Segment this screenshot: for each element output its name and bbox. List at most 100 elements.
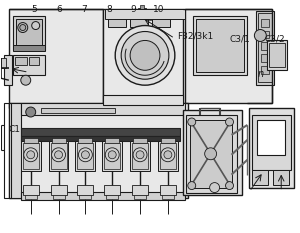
- Circle shape: [52, 148, 65, 162]
- Text: 9: 9: [131, 5, 137, 14]
- Bar: [162, 195, 174, 199]
- Bar: [21, 141, 41, 171]
- Bar: [196, 19, 244, 72]
- Bar: [186, 115, 238, 192]
- Bar: [154, 11, 168, 15]
- Bar: [269, 43, 285, 67]
- Bar: [261, 54, 269, 62]
- Text: F32/3k1: F32/3k1: [177, 32, 213, 41]
- Bar: [183, 110, 242, 195]
- Text: C1: C1: [8, 125, 20, 134]
- Bar: [51, 143, 67, 169]
- Bar: [108, 13, 126, 27]
- Circle shape: [161, 148, 175, 162]
- Bar: [185, 9, 272, 103]
- Bar: [249, 108, 294, 188]
- Bar: [52, 195, 64, 199]
- Bar: [130, 141, 150, 171]
- Bar: [23, 185, 39, 195]
- Bar: [29, 57, 39, 65]
- Bar: [106, 195, 118, 199]
- Bar: [158, 141, 178, 171]
- Text: n: n: [258, 69, 264, 79]
- Text: 5: 5: [32, 5, 38, 14]
- Bar: [105, 9, 185, 19]
- Bar: [132, 11, 146, 15]
- Circle shape: [24, 148, 38, 162]
- Bar: [258, 13, 272, 82]
- Bar: [51, 185, 67, 195]
- Bar: [13, 45, 45, 51]
- Circle shape: [226, 118, 233, 126]
- Bar: [160, 185, 176, 195]
- Bar: [21, 192, 185, 199]
- Circle shape: [130, 41, 160, 70]
- Circle shape: [210, 183, 220, 192]
- Bar: [252, 115, 291, 170]
- Bar: [77, 143, 93, 169]
- Bar: [78, 138, 92, 143]
- Circle shape: [108, 151, 116, 159]
- Bar: [160, 143, 176, 169]
- Bar: [103, 9, 183, 103]
- Bar: [261, 19, 269, 27]
- Bar: [102, 141, 122, 171]
- Circle shape: [20, 24, 26, 31]
- Circle shape: [133, 148, 147, 162]
- Bar: [252, 170, 268, 185]
- Bar: [261, 42, 269, 50]
- Bar: [261, 66, 269, 74]
- Bar: [4, 103, 11, 198]
- Bar: [15, 57, 27, 65]
- Bar: [110, 11, 124, 15]
- Bar: [24, 138, 38, 143]
- Bar: [80, 195, 92, 199]
- Bar: [77, 185, 93, 195]
- Bar: [152, 13, 170, 27]
- Bar: [4, 55, 12, 85]
- Text: 8: 8: [106, 5, 112, 14]
- Bar: [133, 138, 147, 143]
- Circle shape: [105, 148, 119, 162]
- Bar: [21, 136, 180, 141]
- Bar: [41, 108, 115, 113]
- Bar: [132, 185, 148, 195]
- Bar: [13, 16, 45, 50]
- Bar: [9, 103, 188, 198]
- Circle shape: [205, 148, 217, 160]
- Bar: [1, 58, 6, 68]
- Circle shape: [81, 151, 89, 159]
- Bar: [75, 141, 95, 171]
- Bar: [138, 8, 146, 18]
- Text: C3/1: C3/1: [229, 34, 250, 43]
- Circle shape: [226, 182, 233, 190]
- Bar: [13, 55, 45, 75]
- Circle shape: [121, 31, 169, 79]
- Circle shape: [254, 30, 266, 41]
- Text: 7: 7: [81, 5, 87, 14]
- Circle shape: [21, 75, 31, 85]
- Circle shape: [55, 151, 62, 159]
- Text: 6: 6: [57, 5, 62, 14]
- Circle shape: [26, 107, 36, 117]
- Circle shape: [32, 22, 40, 30]
- Bar: [49, 141, 68, 171]
- Bar: [21, 103, 185, 115]
- Bar: [190, 120, 232, 188]
- Bar: [161, 138, 175, 143]
- Bar: [104, 185, 120, 195]
- Bar: [16, 19, 42, 46]
- Bar: [52, 138, 65, 143]
- Bar: [103, 95, 183, 105]
- Text: 10: 10: [153, 5, 164, 14]
- Bar: [256, 11, 274, 85]
- Circle shape: [164, 151, 172, 159]
- Bar: [130, 13, 148, 27]
- Bar: [134, 195, 146, 199]
- Circle shape: [115, 26, 175, 85]
- Bar: [273, 170, 289, 185]
- Circle shape: [78, 148, 92, 162]
- Bar: [267, 41, 287, 70]
- Bar: [104, 143, 120, 169]
- Bar: [261, 31, 269, 38]
